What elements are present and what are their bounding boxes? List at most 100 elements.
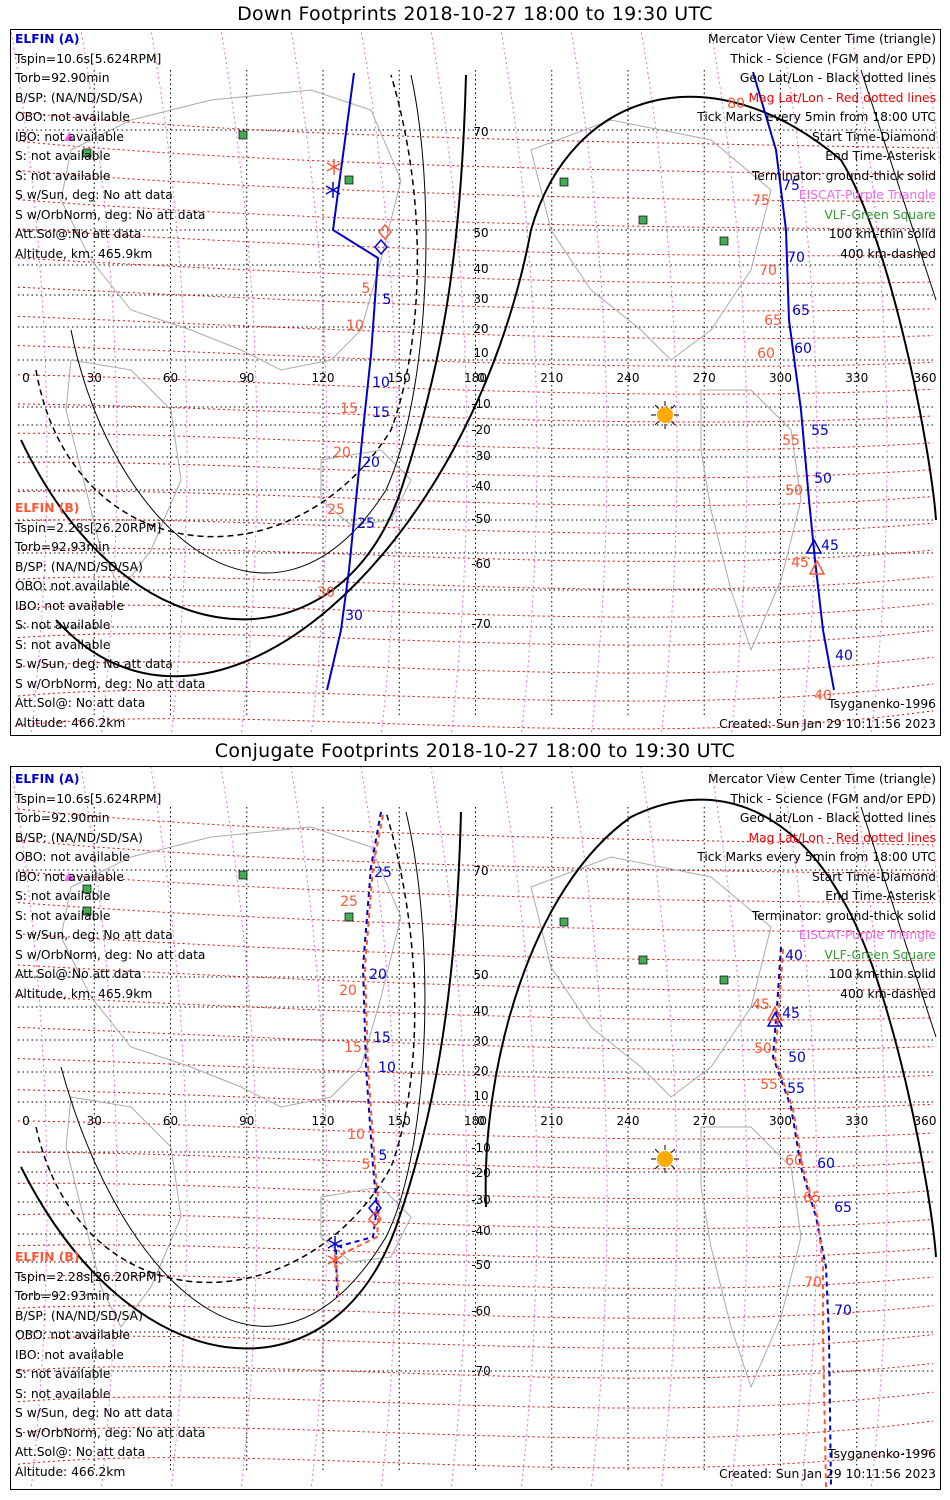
center-triangle xyxy=(805,538,823,554)
lon-label-120: 120 xyxy=(312,371,335,385)
legend-terminator-conj: Terminator: ground-thick solid xyxy=(751,908,936,923)
elfin-b-track-east-conj xyxy=(773,948,827,1488)
elfin-b-tspin-conj: Tspin=2.28s[26.20RPM] xyxy=(15,1269,162,1284)
vlf-station xyxy=(559,177,569,187)
elfin-b-ibo: IBO: not available xyxy=(15,598,124,613)
lon-label-60: 60 xyxy=(163,1114,178,1128)
legend-ticks: Tick Marks every 5min from 18:00 UTC xyxy=(697,110,936,124)
legend-400km: 400 km-dashed xyxy=(840,246,936,261)
tick-a-75: 75 xyxy=(782,178,800,194)
elfin-b-sun: S w/Sun, deg: No att data xyxy=(15,657,173,671)
sun-ray xyxy=(654,421,659,426)
vlf-station xyxy=(82,884,92,894)
terminator-100km-east xyxy=(860,806,937,1038)
lon-label-300: 300 xyxy=(769,1114,792,1128)
legend-vlf-conj: VLF-Green Square xyxy=(824,947,936,962)
tick-b-45: 45 xyxy=(791,555,809,571)
lat-label-10: 10 xyxy=(473,1089,488,1103)
elfin-b-torb: Torb=92.93min xyxy=(15,540,110,554)
eiscat-station xyxy=(64,132,74,141)
lat-label--20: -20 xyxy=(471,1166,491,1180)
legend-thick-conj: Thick - Science (FGM and/or EPD) xyxy=(730,791,936,806)
elfin-a-attsol: Att.Sol@:No att data xyxy=(15,227,142,241)
terminator-400km xyxy=(35,811,416,1284)
model-label-conj: Tsyganenko-1996 xyxy=(828,1447,936,1461)
legend-start: Start Time-Diamond xyxy=(811,129,936,144)
tick-b-55: 55 xyxy=(760,1077,778,1093)
lat-label--40: -40 xyxy=(471,1224,491,1238)
sun-ray xyxy=(671,1148,676,1153)
tick-b-25: 25 xyxy=(327,502,345,518)
lat-label-50: 50 xyxy=(473,226,488,240)
elfin-a-ibo: IBO: not available xyxy=(15,129,124,144)
coastline xyxy=(320,449,412,526)
lon-label-150: 150 xyxy=(388,371,411,385)
tick-a-55: 55 xyxy=(811,423,829,439)
lon-label-180: 180 xyxy=(464,1114,487,1128)
coastline xyxy=(530,119,772,361)
legend-end: End Time-Asterisk xyxy=(825,149,936,163)
created-label: Created: Sun Jan 29 10:11:56 2023 xyxy=(719,717,936,731)
elfin-a-bsp: B/SP: (NA/ND/SD/SA) xyxy=(15,90,143,105)
coastline xyxy=(65,359,182,591)
tick-b-30: 30 xyxy=(317,585,335,601)
tick-a-20: 20 xyxy=(369,967,387,983)
tick-b-15: 15 xyxy=(344,1040,362,1056)
lon-label-330: 330 xyxy=(845,371,868,385)
lat-label--10: -10 xyxy=(471,397,491,411)
mag-meridian xyxy=(570,30,608,735)
elfin-a-alt: Altitude, km: 465.9km xyxy=(15,246,153,261)
tick-b-60: 60 xyxy=(785,1153,803,1169)
mag-meridian xyxy=(640,767,678,1489)
terminator-line xyxy=(20,811,462,1350)
lon-label-0: 0 xyxy=(22,1114,30,1128)
vlf-station xyxy=(638,215,648,225)
elfin-a-tspin-conj: Tspin=10.6s[5.624RPM] xyxy=(15,791,162,806)
bottom-title: Conjugate Footprints 2018-10-27 18:00 to… xyxy=(214,740,736,762)
lat-label--50: -50 xyxy=(471,512,491,526)
lat-label-70: 70 xyxy=(473,125,488,139)
tick-b-25: 25 xyxy=(340,894,358,910)
lat-label-30: 30 xyxy=(473,1034,488,1048)
tick-b-75: 75 xyxy=(752,193,770,209)
start-diamond xyxy=(374,238,388,256)
created-label-conj: Created: Sun Jan 29 10:11:56 2023 xyxy=(719,1467,936,1481)
elfin-a-orbnorm-conj: S w/OrbNorm, deg: No att data xyxy=(15,947,206,962)
tick-a-50: 50 xyxy=(788,1050,806,1066)
elfin-b-info: ELFIN (B) Tspin=2.28s[26.20RPM] Torb=92.… xyxy=(15,499,205,733)
tick-b-5: 5 xyxy=(362,1157,371,1173)
coastline xyxy=(65,1096,182,1328)
vlf-station xyxy=(638,955,648,965)
elfin-b-attsol: Att.Sol@: No att data xyxy=(15,696,146,710)
mag-meridian xyxy=(500,30,538,735)
lon-label-210: 210 xyxy=(540,371,563,385)
elfin-a-alt-conj: Altitude, km: 465.9km xyxy=(15,986,153,1001)
legend-mag-conj: Mag Lat/Lon - Red dotted lines xyxy=(748,830,936,845)
elfin-a-sun: S w/Sun, deg: No att data xyxy=(15,188,173,202)
lon-label-0: 0 xyxy=(22,371,30,385)
lon-label-360: 360 xyxy=(914,371,937,385)
center-triangle xyxy=(808,559,826,575)
tick-a-20: 20 xyxy=(362,455,380,471)
tick-b-80: 80 xyxy=(727,96,745,112)
vlf-station xyxy=(719,975,729,985)
elfin-b-tspin: Tspin=2.28s[26.20RPM] xyxy=(15,520,162,535)
legend-geo-conj: Geo Lat/Lon - Black dotted lines xyxy=(739,811,936,825)
elfin-a-ibo-conj: IBO: not available xyxy=(15,869,124,884)
tick-a-45: 45 xyxy=(782,1006,800,1022)
lat-label-20: 20 xyxy=(473,1064,488,1078)
lat-label--30: -30 xyxy=(471,449,491,463)
lat-label-50: 50 xyxy=(473,968,488,982)
legend-end-conj: End Time-Asterisk xyxy=(825,889,936,903)
elfin-a-obo: OBO: not available xyxy=(15,110,130,124)
lon-label-300: 300 xyxy=(769,371,792,385)
terminator-100km xyxy=(70,74,427,574)
legend-geo: Geo Lat/Lon - Black dotted lines xyxy=(739,71,936,85)
coastline xyxy=(60,826,402,1108)
legend-conj: Mercator View Center Time (triangle) Thi… xyxy=(697,770,936,1004)
tick-a-50: 50 xyxy=(814,471,832,487)
elfin-a-orbnorm: S w/OrbNorm, deg: No att data xyxy=(15,207,206,222)
lat-label-10: 10 xyxy=(473,346,488,360)
legend-mag: Mag Lat/Lon - Red dotted lines xyxy=(748,90,936,105)
lon-label-240: 240 xyxy=(617,1114,640,1128)
